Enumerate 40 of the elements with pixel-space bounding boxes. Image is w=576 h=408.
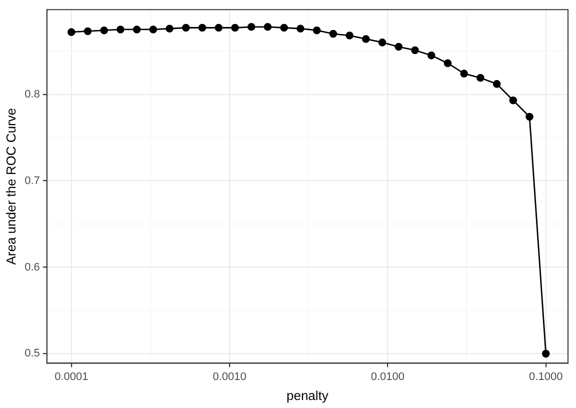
y-tick-label: 0.6	[24, 261, 40, 274]
point	[492, 80, 501, 88]
x-tick-label: 0.1000	[529, 370, 563, 383]
y-tick-label: 0.8	[24, 88, 40, 100]
point	[476, 74, 484, 82]
point	[116, 26, 124, 34]
point	[149, 26, 158, 34]
point	[84, 27, 92, 36]
point	[329, 30, 338, 38]
point	[166, 24, 174, 33]
x-tick-label: 0.0001	[54, 370, 88, 383]
point	[247, 22, 256, 31]
x-axis-title: penalty	[286, 388, 329, 403]
point	[296, 24, 304, 33]
x-tick-label: 0.0100	[370, 370, 405, 383]
point	[312, 26, 321, 34]
point	[100, 26, 108, 34]
point	[460, 70, 468, 78]
x-tick-label: 0.0010	[212, 370, 246, 383]
point	[198, 24, 206, 32]
y-tick-label: 0.5	[24, 348, 40, 360]
point	[132, 26, 141, 34]
y-tick-label: 0.7	[24, 174, 40, 187]
point	[509, 96, 518, 104]
point	[427, 52, 436, 60]
point	[378, 38, 386, 46]
point	[444, 59, 452, 68]
point	[264, 22, 272, 31]
point	[362, 35, 370, 43]
point	[394, 42, 403, 51]
point	[280, 24, 288, 32]
point	[182, 24, 190, 32]
point	[346, 32, 354, 40]
point	[67, 28, 76, 36]
point	[526, 112, 534, 121]
point	[411, 46, 419, 54]
point	[231, 24, 239, 32]
y-axis-title: Area under the ROC Curve	[3, 108, 18, 265]
point	[542, 350, 550, 358]
point	[214, 24, 223, 32]
